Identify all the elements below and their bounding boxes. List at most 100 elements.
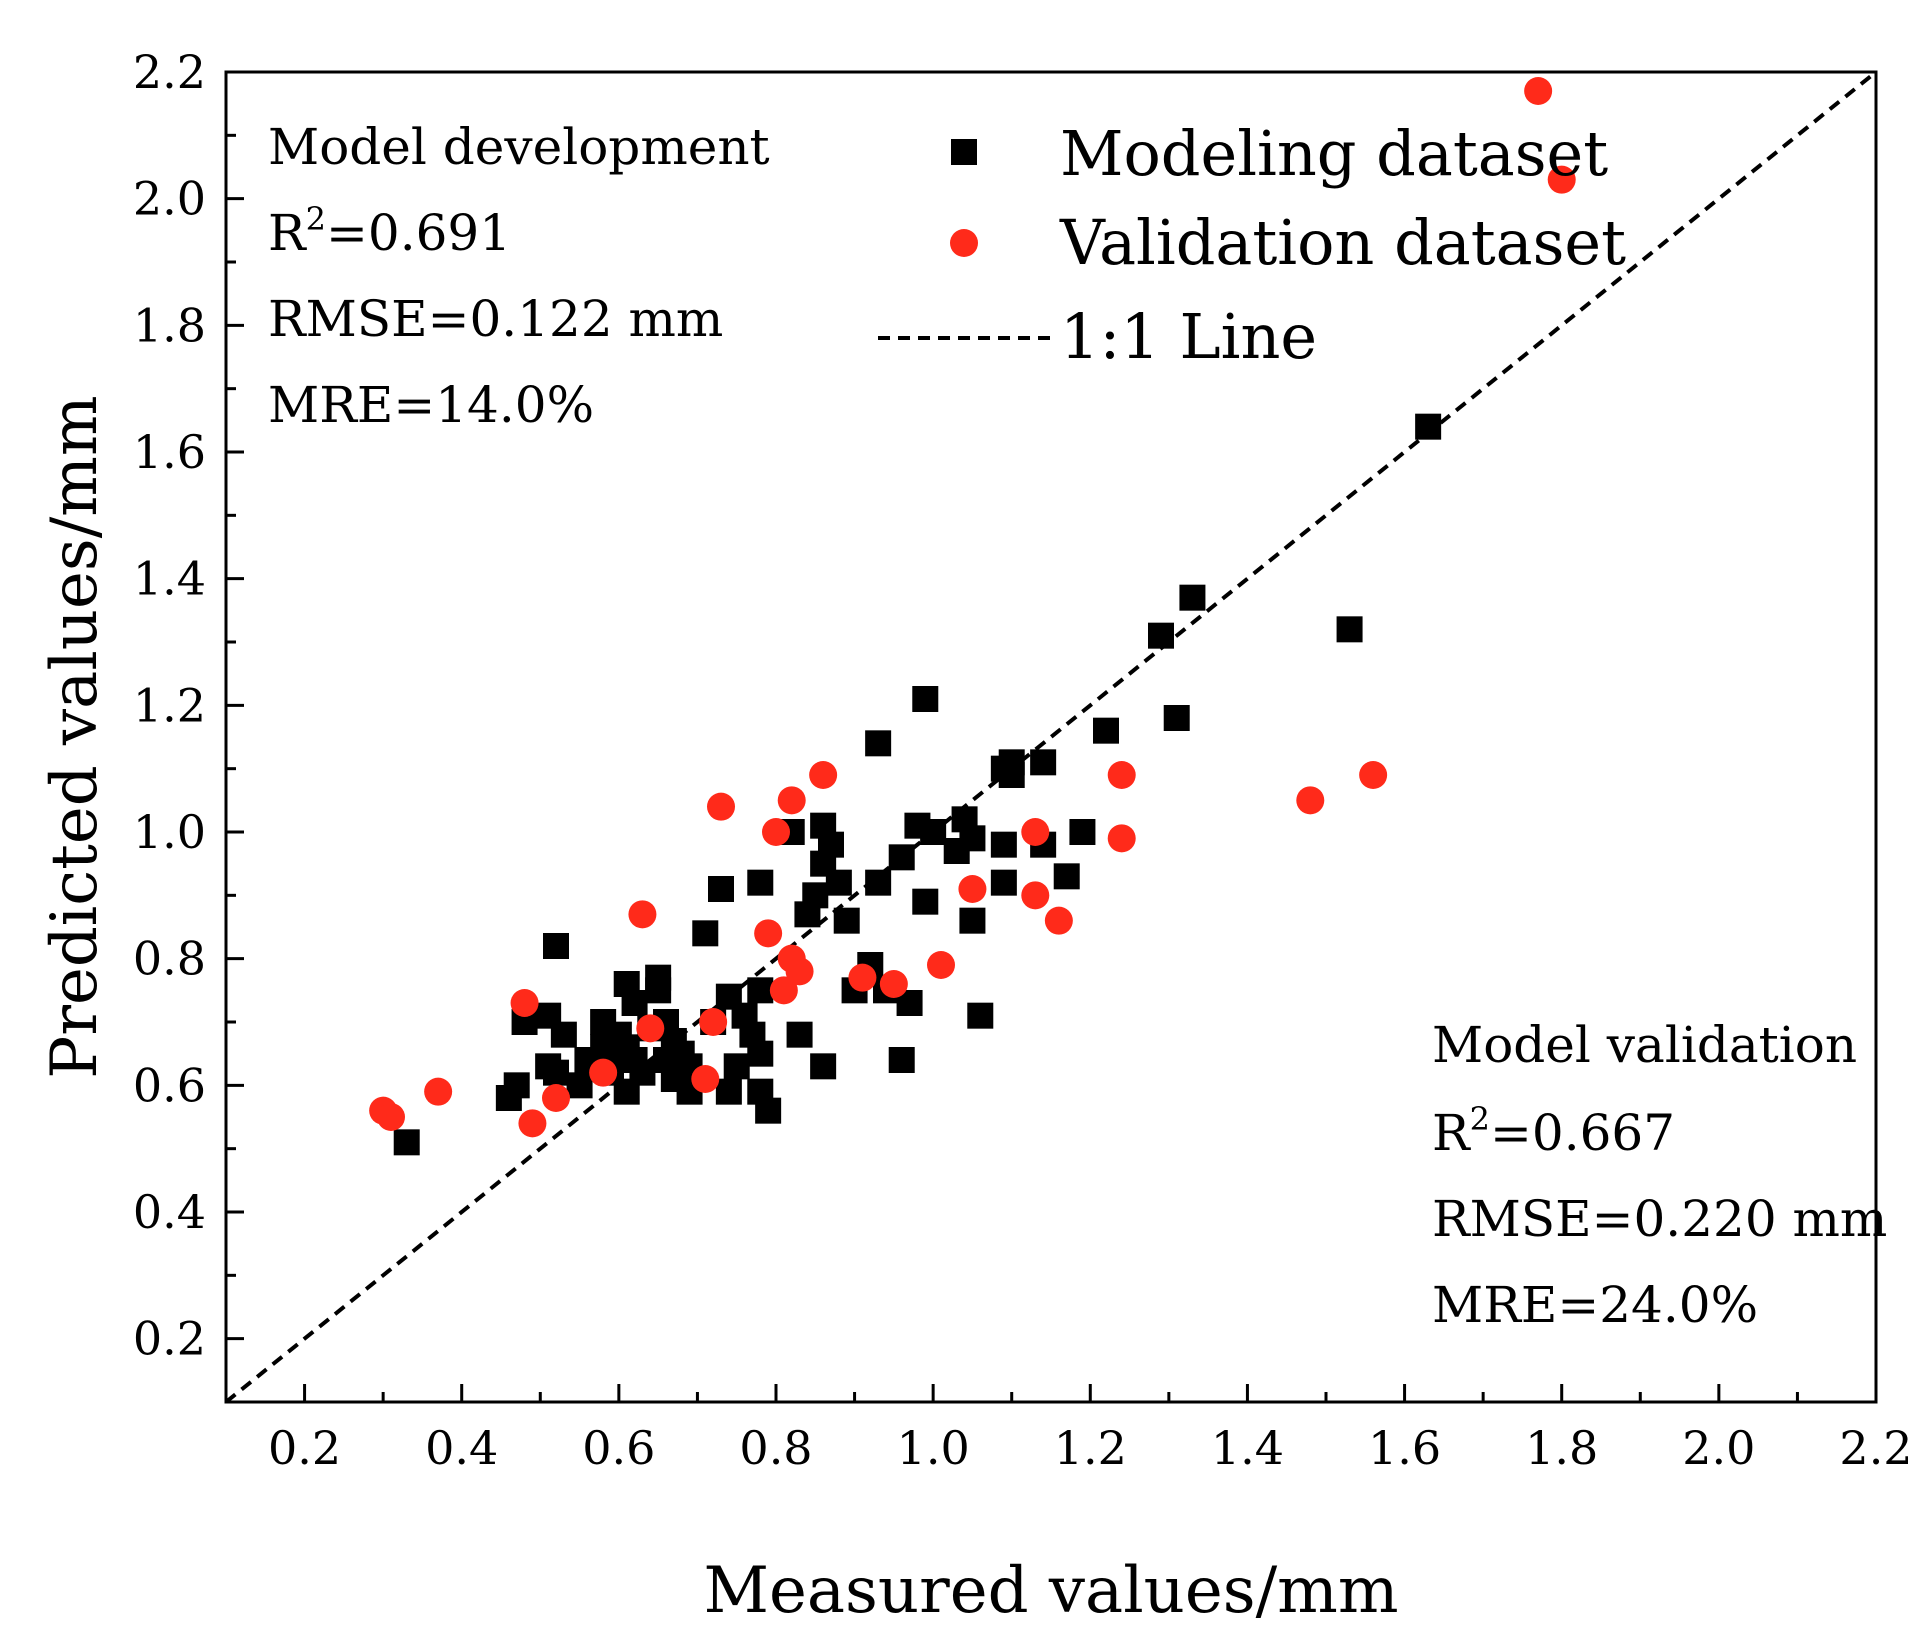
modeling-point <box>566 1072 593 1099</box>
validation-point <box>879 970 908 998</box>
validation-point <box>424 1077 453 1106</box>
modeling-point <box>1053 863 1080 890</box>
validation-r2: R2=0.667 <box>1432 1100 1675 1162</box>
validation-point <box>1547 165 1576 194</box>
y-tick-label: 0.6 <box>133 1058 206 1112</box>
modeling-point <box>747 1040 774 1067</box>
y-tick-label: 1.8 <box>133 298 206 352</box>
modeling-point <box>550 1021 577 1048</box>
validation-point <box>1107 761 1136 789</box>
modeling-point <box>990 869 1017 896</box>
x-tick-label: 2.2 <box>1839 1421 1912 1475</box>
modeling-point <box>912 686 939 712</box>
development-r2-label: R <box>268 204 307 262</box>
one-to-one-line <box>224 70 1878 1404</box>
y-tick-label: 2.2 <box>133 45 206 99</box>
validation-point <box>809 761 838 789</box>
validation-point <box>1021 818 1050 846</box>
modeling-point <box>747 869 774 896</box>
validation-point <box>628 900 657 929</box>
y-tick-label: 1.4 <box>133 552 206 606</box>
modeling-point <box>920 819 947 845</box>
validation-point <box>589 1058 618 1087</box>
modeling-point <box>1093 717 1119 744</box>
modeling-point <box>1415 413 1442 440</box>
legend-validation-marker <box>950 229 978 257</box>
validation-point <box>1524 77 1553 105</box>
validation-r2-value: =0.667 <box>1490 1104 1675 1162</box>
plot-frame <box>224 70 1878 1404</box>
modeling-point <box>833 907 860 934</box>
validation-point <box>769 976 798 1005</box>
validation-point <box>1021 881 1050 910</box>
validation-point <box>377 1103 405 1131</box>
modeling-point <box>1336 616 1363 643</box>
data-points-layer <box>369 77 1576 1156</box>
x-tick-label: 0.8 <box>739 1421 812 1475</box>
legend-modeling-marker <box>951 139 977 165</box>
validation-r2-sup: 2 <box>1470 1100 1490 1138</box>
modeling-point <box>723 1053 750 1080</box>
x-tick-label: 1.8 <box>1525 1421 1598 1475</box>
x-tick-label: 1.2 <box>1054 1421 1127 1475</box>
validation-point <box>518 1109 547 1138</box>
validation-title: Model validation <box>1432 1016 1857 1074</box>
development-mre: MRE=14.0% <box>268 376 594 434</box>
x-tick-label: 0.2 <box>268 1421 341 1475</box>
modeling-point <box>393 1129 420 1156</box>
reference-line-layer <box>224 70 1878 1404</box>
validation-point <box>691 1065 720 1093</box>
modeling-point <box>818 831 844 858</box>
modeling-point <box>503 1072 530 1099</box>
validation-point <box>754 919 783 948</box>
y-tick-label: 1.0 <box>133 805 206 859</box>
validation-rmse: RMSE=0.220 mm <box>1432 1190 1887 1248</box>
development-r2-sup: 2 <box>306 200 326 238</box>
validation-point <box>777 786 806 815</box>
y-tick-label: 0.4 <box>133 1185 206 1239</box>
development-rmse: RMSE=0.122 mm <box>268 290 723 348</box>
y-axis-title: Predicted values/mm <box>38 395 112 1078</box>
modeling-point <box>865 730 892 757</box>
validation-point <box>785 957 814 986</box>
validation-point <box>1107 824 1136 853</box>
x-tick-label: 0.6 <box>582 1421 655 1475</box>
modeling-point <box>1179 584 1206 611</box>
modeling-point <box>825 869 852 896</box>
x-tick-label: 1.4 <box>1211 1421 1284 1475</box>
legend-modeling-label: Modeling dataset <box>1060 117 1608 190</box>
modeling-point <box>865 869 892 896</box>
x-tick-label: 1.6 <box>1368 1421 1441 1475</box>
development-title: Model development <box>268 118 770 176</box>
modeling-point <box>715 1078 742 1105</box>
y-tick-label: 2.0 <box>133 172 206 226</box>
modeling-point <box>990 831 1017 858</box>
modeling-point <box>629 1059 656 1086</box>
modeling-point <box>692 920 719 947</box>
validation-r2-label: R <box>1432 1104 1471 1162</box>
validation-point <box>762 818 790 846</box>
modeling-point <box>645 977 672 1004</box>
modeling-point <box>1163 705 1190 731</box>
validation-point <box>1044 906 1073 935</box>
validation-point <box>707 792 735 821</box>
legend-line-label: 1:1 Line <box>1060 300 1317 373</box>
modeling-point <box>802 882 829 909</box>
validation-point <box>927 951 955 979</box>
modeling-point <box>888 844 915 871</box>
validation-point <box>542 1084 570 1112</box>
modeling-point <box>888 1047 915 1073</box>
validation-point <box>1296 786 1325 815</box>
modeling-point <box>543 1059 569 1086</box>
development-r2-value: =0.691 <box>326 204 511 262</box>
modeling-point <box>621 990 648 1016</box>
modeling-point <box>912 888 939 915</box>
modeling-point <box>1030 749 1057 776</box>
validation-point <box>699 1008 728 1036</box>
modeling-point <box>708 876 734 902</box>
y-tick-label: 1.6 <box>133 425 206 479</box>
modeling-point <box>967 1002 994 1029</box>
validation-point <box>848 963 877 992</box>
development-r2: R2=0.691 <box>268 200 511 262</box>
validation-stats: Model validation R2=0.667 RMSE=0.220 mm … <box>1432 1016 1887 1334</box>
